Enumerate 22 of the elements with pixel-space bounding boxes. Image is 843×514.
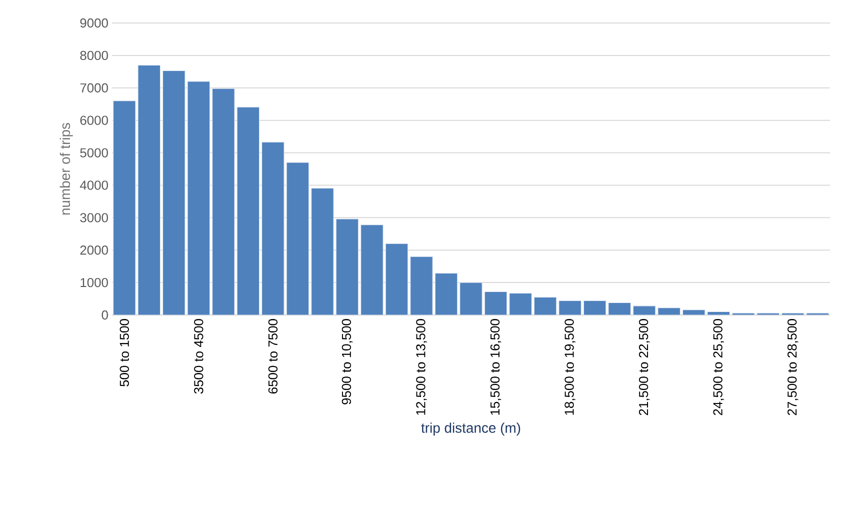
y-tick-label: 1000 (80, 278, 108, 288)
x-tick-label: 500 to 1500 (120, 319, 129, 386)
x-tick-label: 24,500 to 25,500 (713, 319, 724, 416)
x-axis-title: trip distance (m) (421, 422, 520, 436)
y-tick-label: 6000 (80, 116, 108, 125)
x-tick-label: 27,500 to 28,500 (788, 319, 798, 416)
x-tick-label: 3500 to 4500 (194, 319, 204, 394)
y-tick-label: 2000 (80, 246, 108, 255)
y-tick-label: 8000 (80, 50, 108, 60)
y-tick-label: 3000 (80, 213, 108, 222)
x-tick-label: 12,500 to 13,500 (416, 319, 427, 415)
x-tick-label: 18,500 to 19,500 (564, 319, 576, 415)
x-tick-label: 9500 to 10,500 (342, 319, 353, 404)
y-tick-label: 4000 (80, 180, 108, 190)
x-tick-label: 21,500 to 22,500 (638, 319, 650, 416)
x-tick-label: 6500 to 7500 (268, 319, 278, 394)
y-tick-label: 0 (102, 310, 108, 320)
y-axis-title: number of trips (60, 123, 73, 215)
x-tick-label: 15,500 to 16,500 (490, 319, 502, 415)
y-tick-label: 7000 (80, 83, 108, 92)
y-tick-label: 9000 (80, 18, 108, 28)
y-tick-label: 5000 (80, 148, 108, 158)
